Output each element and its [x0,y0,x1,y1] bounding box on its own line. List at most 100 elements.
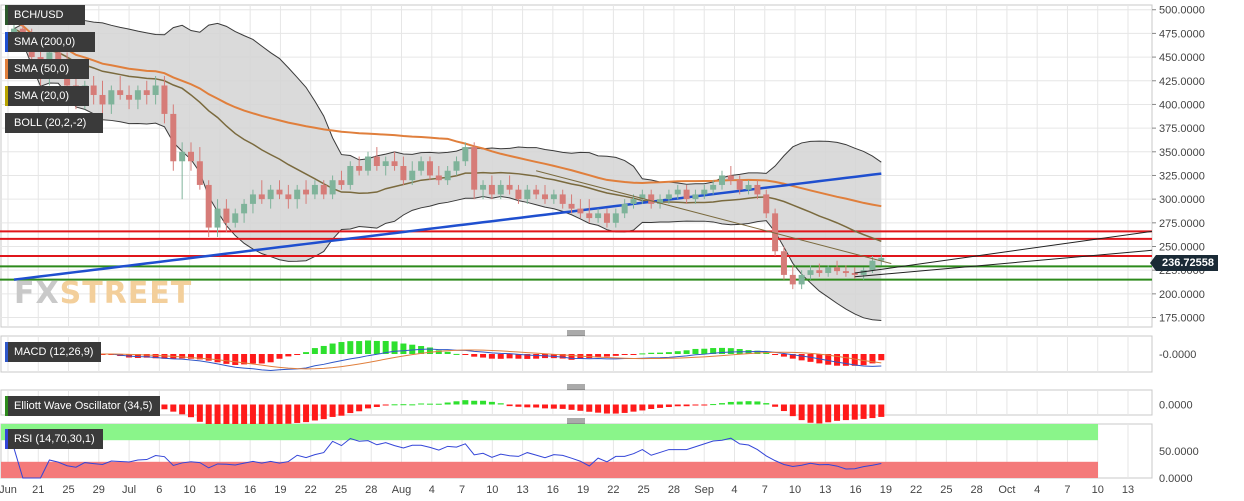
price-y-tick-label: 450.0000 [1159,52,1205,64]
x-tick-label: 25 [638,484,650,496]
macd-hist-bar [249,354,256,364]
legend-sma50[interactable]: SMA (50,0) [5,59,89,79]
x-tick-label: 10 [183,484,195,496]
candle-body [223,208,230,223]
candle-body [533,189,540,195]
candle-body [311,184,318,195]
x-tick-label: 4 [731,484,737,496]
ewo-bar [320,404,327,420]
macd-hist-bar [586,354,593,359]
macd-hist-bar [311,348,318,354]
legend-sma20-label: SMA (20,0) [14,90,70,102]
candle-body [117,90,124,95]
ewo-bar [568,404,575,410]
price-y-tick-label: 500.0000 [1159,5,1205,17]
candle-body [249,194,256,204]
ewo-bar [356,404,363,412]
rsi-label[interactable]: RSI (14,70,30,1) [5,429,103,449]
candle-body [719,175,725,185]
macd-signal-line [14,349,882,370]
ewo-bar [347,404,354,414]
macd-hist-bar [798,354,805,361]
macd-hist-bar [568,354,575,360]
candle-body [241,203,248,214]
x-tick-label: 10 [1092,484,1104,496]
candle-body [134,90,141,100]
candle-body [126,94,133,100]
candle-body [550,194,557,200]
candle-body [851,273,858,275]
rsi-label-swatch [5,429,8,449]
candle-body [338,180,345,185]
legend-sma20[interactable]: SMA (20,0) [5,86,89,106]
ewo-bar [834,404,841,421]
candle-body [426,161,433,176]
macd-hist-bar [807,354,814,362]
candle-body [807,270,814,275]
x-tick-label: 25 [335,484,347,496]
candle-body [710,184,717,190]
macd-hist-bar [727,348,734,354]
x-tick-label: Sep [694,484,714,496]
candle-body [727,175,734,181]
trend-line-lower [854,249,1153,278]
ewo-bar [719,403,725,405]
macd-histogram [11,340,885,366]
ewo-bar [842,404,849,421]
candle-body [108,90,115,105]
candle-body [196,161,203,185]
sma200-line [13,172,882,281]
fxstreet-watermark: FXSTREET [14,276,192,311]
candle-body [329,180,336,195]
macd-hist-bar [719,347,725,354]
macd-hist-bar [188,354,194,359]
candle-body [878,257,885,261]
ewo-bar [418,403,425,405]
ewo-bar [701,404,708,406]
x-tick-label: 7 [1064,484,1070,496]
ewo-bar [205,404,212,427]
macd-hist-bar [409,344,416,354]
ewo-bar [453,401,460,405]
macd-hist-bar [382,340,389,354]
macd-hist-bar [834,354,841,366]
x-tick-label: 7 [459,484,465,496]
candle-body [285,194,292,200]
x-tick-label: 29 [93,484,105,496]
macd-hist-bar [869,354,876,364]
macd-hist-bar [329,343,336,354]
candle-body [143,90,150,95]
legend-sma200[interactable]: SMA (200,0) [5,32,95,52]
legend-symbol[interactable]: BCH/USD [5,5,85,25]
ewo-label[interactable]: Elliott Wave Oscillator (34,5) [5,396,161,416]
ewo-bar [745,401,752,405]
ewo-bar [188,404,194,418]
macd-label[interactable]: MACD (12,26,9) [5,342,102,362]
ewo-bar [586,404,593,412]
price-y-tick-label: 425.0000 [1159,76,1205,88]
legend-boll[interactable]: BOLL (20,2,-2) [5,113,103,133]
candle-body [568,203,575,209]
ewo-bar [780,404,787,412]
candle-body [320,184,327,195]
macd-hist-bar [506,354,513,359]
macd-hist-bar [373,340,380,354]
price-y-tick-label: 350.0000 [1159,147,1205,159]
macd-hist-bar [860,354,867,366]
ewo-bar [798,404,805,421]
macd-hist-bar [692,348,699,354]
candle-body [170,113,177,162]
x-tick-label: 13 [214,484,226,496]
ewo-bar [665,404,672,408]
bollinger-upper-line [13,13,882,185]
candle-body [356,166,363,171]
macd-hist-bar [205,354,212,361]
macd-hist-bar [196,354,203,360]
x-tick-label: 13 [819,484,831,496]
candle-body [90,85,97,95]
macd-line [14,348,882,372]
macd-hist-bar [453,353,460,355]
ewo-bar [303,404,310,423]
